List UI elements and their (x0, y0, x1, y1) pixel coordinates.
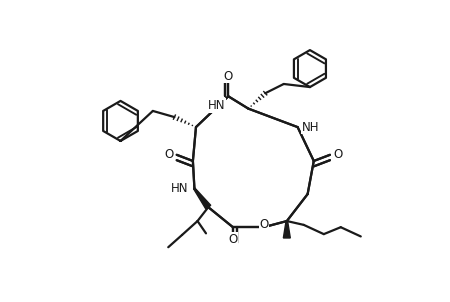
Text: O: O (333, 148, 342, 161)
Text: O: O (164, 148, 174, 161)
Text: O: O (259, 218, 268, 231)
Text: O: O (228, 233, 238, 246)
Text: NH: NH (302, 120, 319, 133)
Text: NH: NH (302, 120, 319, 133)
Text: HN: HN (208, 99, 225, 112)
Polygon shape (284, 221, 290, 238)
Text: HN: HN (208, 99, 225, 112)
Text: O: O (333, 148, 342, 161)
Text: O: O (224, 70, 233, 83)
Text: O: O (224, 70, 233, 83)
Text: O: O (164, 148, 174, 161)
Polygon shape (194, 188, 211, 209)
Text: O: O (228, 233, 238, 246)
Text: HN: HN (171, 182, 188, 195)
Text: HN: HN (171, 182, 188, 195)
Text: O: O (259, 218, 268, 231)
